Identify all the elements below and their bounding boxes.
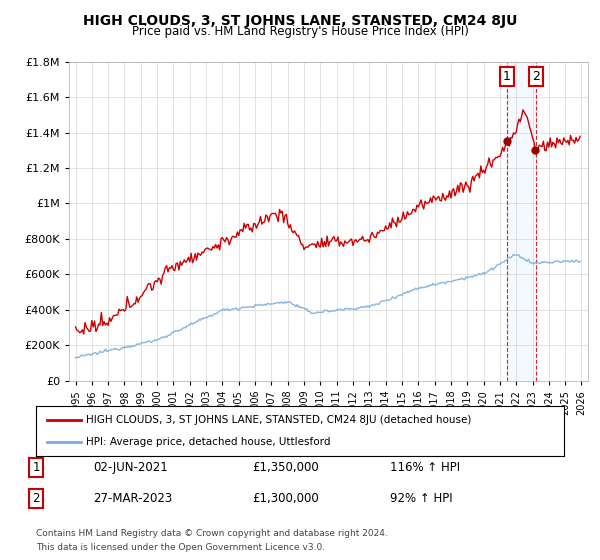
Text: 116% ↑ HPI: 116% ↑ HPI <box>390 461 460 474</box>
Bar <box>506 62 536 381</box>
Text: 1: 1 <box>32 461 40 474</box>
Text: HPI: Average price, detached house, Uttlesford: HPI: Average price, detached house, Uttl… <box>86 437 331 447</box>
Text: Contains HM Land Registry data © Crown copyright and database right 2024.: Contains HM Land Registry data © Crown c… <box>36 529 388 538</box>
Text: 02-JUN-2021: 02-JUN-2021 <box>93 461 168 474</box>
Text: HIGH CLOUDS, 3, ST JOHNS LANE, STANSTED, CM24 8JU: HIGH CLOUDS, 3, ST JOHNS LANE, STANSTED,… <box>83 14 517 28</box>
Text: 27-MAR-2023: 27-MAR-2023 <box>93 492 172 505</box>
Text: HIGH CLOUDS, 3, ST JOHNS LANE, STANSTED, CM24 8JU (detached house): HIGH CLOUDS, 3, ST JOHNS LANE, STANSTED,… <box>86 415 472 425</box>
Text: 2: 2 <box>32 492 40 505</box>
Text: £1,300,000: £1,300,000 <box>252 492 319 505</box>
Text: This data is licensed under the Open Government Licence v3.0.: This data is licensed under the Open Gov… <box>36 543 325 552</box>
Text: 2: 2 <box>532 70 540 83</box>
Text: £1,350,000: £1,350,000 <box>252 461 319 474</box>
Text: 92% ↑ HPI: 92% ↑ HPI <box>390 492 452 505</box>
Text: 1: 1 <box>503 70 511 83</box>
Text: Price paid vs. HM Land Registry's House Price Index (HPI): Price paid vs. HM Land Registry's House … <box>131 25 469 38</box>
